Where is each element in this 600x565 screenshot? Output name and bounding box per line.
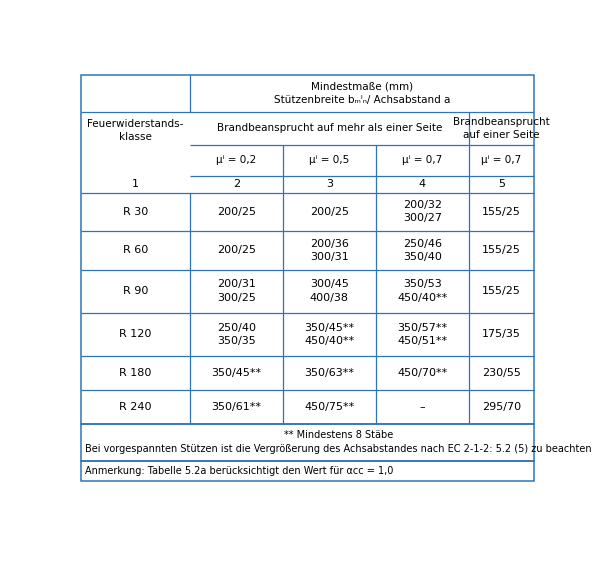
Text: μⁱ = 0,5: μⁱ = 0,5 <box>309 155 349 165</box>
Text: 200/25: 200/25 <box>217 245 256 255</box>
Text: Mindestmaße (mm)
Stützenbreite bₘᴵₙ/ Achsabstand a: Mindestmaße (mm) Stützenbreite bₘᴵₙ/ Ach… <box>274 81 450 105</box>
Text: 1: 1 <box>132 179 139 189</box>
Text: 4: 4 <box>419 179 426 189</box>
Text: 350/61**: 350/61** <box>211 402 261 411</box>
Bar <box>81 424 534 460</box>
Text: 230/55: 230/55 <box>482 368 521 378</box>
Text: 2: 2 <box>233 179 240 189</box>
Text: R 180: R 180 <box>119 368 152 378</box>
Text: Anmerkung: Tabelle 5.2a berücksichtigt den Wert für αcc = 1,0: Anmerkung: Tabelle 5.2a berücksichtigt d… <box>85 466 394 476</box>
Text: 295/70: 295/70 <box>482 402 521 411</box>
Text: 450/70**: 450/70** <box>397 368 448 378</box>
Text: μⁱ = 0,7: μⁱ = 0,7 <box>402 155 442 165</box>
Text: 3: 3 <box>326 179 333 189</box>
Text: 300/45
400/38: 300/45 400/38 <box>310 280 349 303</box>
Text: 350/53
450/40**: 350/53 450/40** <box>397 280 448 303</box>
Text: μⁱ = 0,7: μⁱ = 0,7 <box>481 155 521 165</box>
Text: 200/36
300/31: 200/36 300/31 <box>310 238 349 262</box>
Text: μⁱ = 0,2: μⁱ = 0,2 <box>216 155 256 165</box>
Text: 250/46
350/40: 250/46 350/40 <box>403 238 442 262</box>
Text: 350/45**: 350/45** <box>211 368 261 378</box>
Text: R 30: R 30 <box>123 207 148 217</box>
Text: –: – <box>419 402 425 411</box>
Text: 175/35: 175/35 <box>482 329 521 339</box>
Text: 155/25: 155/25 <box>482 286 521 296</box>
Text: 200/31
300/25: 200/31 300/25 <box>217 280 256 303</box>
Text: 200/25: 200/25 <box>217 207 256 217</box>
Text: Feuerwiderstands-
klasse: Feuerwiderstands- klasse <box>87 119 184 142</box>
Text: 155/25: 155/25 <box>482 245 521 255</box>
Text: 250/40
350/35: 250/40 350/35 <box>217 323 256 346</box>
Text: R 90: R 90 <box>123 286 148 296</box>
Text: Brandbeansprucht auf mehr als einer Seite: Brandbeansprucht auf mehr als einer Seit… <box>217 123 442 133</box>
Text: 450/75**: 450/75** <box>304 402 355 411</box>
Text: Brandbeansprucht
auf einer Seite: Brandbeansprucht auf einer Seite <box>453 116 550 140</box>
Text: 200/25: 200/25 <box>310 207 349 217</box>
Text: 350/57**
450/51**: 350/57** 450/51** <box>397 323 447 346</box>
Bar <box>81 460 534 480</box>
Text: 350/63**: 350/63** <box>304 368 354 378</box>
Text: R 60: R 60 <box>123 245 148 255</box>
Text: R 240: R 240 <box>119 402 152 411</box>
Bar <box>81 75 534 424</box>
Text: 350/45**
450/40**: 350/45** 450/40** <box>304 323 355 346</box>
Text: 5: 5 <box>498 179 505 189</box>
Text: 155/25: 155/25 <box>482 207 521 217</box>
Text: R 120: R 120 <box>119 329 152 339</box>
Text: 200/32
300/27: 200/32 300/27 <box>403 200 442 223</box>
Text: ** Mindestens 8 Stäbe
Bei vorgespannten Stützen ist die Vergrößerung des Achsabs: ** Mindestens 8 Stäbe Bei vorgespannten … <box>85 431 592 454</box>
